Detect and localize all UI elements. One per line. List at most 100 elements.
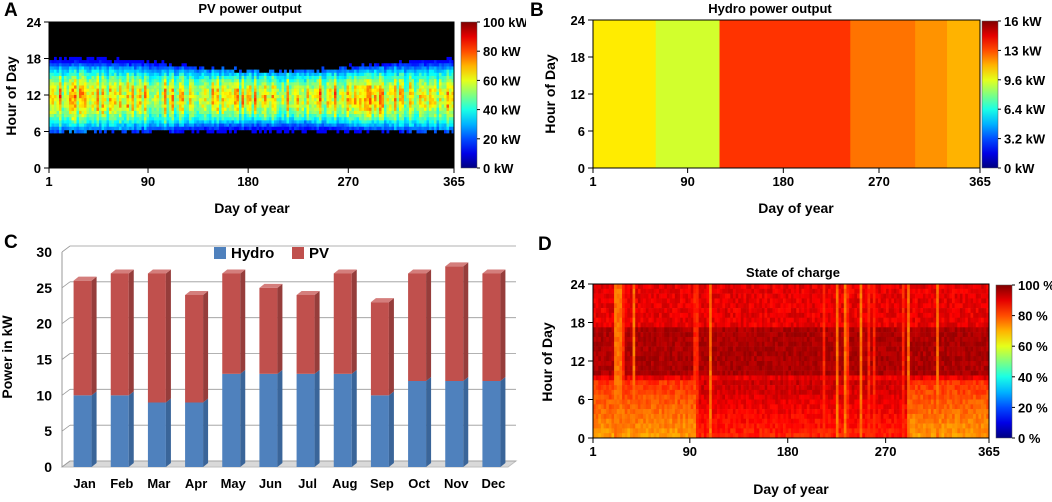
heatmap-cell — [309, 95, 312, 99]
heatmap-cell — [593, 351, 596, 357]
heatmap-cell — [84, 85, 87, 89]
heatmap-cell — [166, 69, 170, 74]
heatmap-cell — [664, 389, 668, 395]
heatmap-cell — [269, 88, 272, 93]
heatmap-cell — [424, 75, 427, 80]
heatmap-cell — [109, 63, 112, 67]
heatmap-cell — [186, 120, 190, 124]
heatmap-cell — [653, 317, 657, 323]
heatmap-cell — [394, 110, 397, 115]
heatmap-cell — [126, 63, 130, 67]
heatmap-cell — [74, 120, 77, 124]
heatmap-cell — [186, 85, 190, 89]
heatmap-cell — [396, 110, 400, 115]
heatmap-cell — [84, 60, 87, 64]
heatmap-cell — [81, 66, 85, 70]
heatmap-cell — [329, 114, 332, 118]
heatmap-cell — [241, 85, 245, 89]
heatmap-cell — [411, 66, 415, 70]
heatmap-cell — [659, 380, 662, 386]
heatmap-cell — [159, 95, 162, 99]
heatmap-cell — [666, 365, 670, 371]
heatmap-cell — [129, 126, 132, 131]
heatmap-cell — [611, 308, 615, 314]
heatmap-cell — [144, 88, 147, 93]
heatmap-cell — [131, 95, 135, 99]
heatmap-cell — [94, 107, 97, 112]
heatmap-cell — [281, 110, 285, 115]
bar-side — [240, 369, 246, 467]
heatmap-cell — [698, 413, 702, 420]
heatmap-cell — [299, 72, 302, 77]
heatmap-cell — [451, 82, 455, 86]
bar-hydro-jan — [73, 395, 92, 467]
heatmap-cell — [151, 126, 155, 131]
heatmap-cell — [690, 428, 694, 434]
heatmap-cell — [279, 88, 282, 93]
heatmap-cell — [154, 85, 157, 89]
heatmap-cell — [376, 75, 380, 80]
heatmap-cell — [356, 95, 360, 99]
heatmap-cell — [374, 85, 377, 89]
heatmap-cell — [339, 82, 342, 86]
heatmap-cell — [640, 341, 644, 347]
heatmap-cell — [364, 75, 367, 80]
heatmap-cell — [89, 72, 92, 77]
heatmap-cell — [264, 114, 267, 118]
heatmap-cell — [101, 63, 105, 67]
heatmap-cell — [598, 288, 602, 294]
heatmap-cell — [419, 104, 422, 108]
heatmap-cell — [56, 66, 60, 70]
heatmap-cell — [74, 75, 77, 80]
heatmap-cell — [698, 327, 702, 333]
heatmap-cell — [677, 423, 681, 429]
heatmap-cell — [706, 284, 710, 290]
heatmap-cell — [134, 75, 137, 80]
heatmap-cell — [151, 104, 155, 108]
heatmap-cell — [616, 385, 620, 391]
heatmap-cell — [659, 341, 662, 347]
heatmap-cell — [156, 66, 160, 70]
heatmap-cell — [331, 117, 335, 121]
heatmap-cell — [269, 104, 272, 108]
heatmap-cell — [141, 101, 145, 105]
heatmap-cell — [661, 399, 665, 405]
heatmap-cell — [219, 107, 222, 112]
heatmap-cell — [236, 126, 240, 131]
heatmap-cell — [146, 95, 150, 99]
heatmap-cell — [384, 123, 387, 128]
heatmap-cell — [606, 327, 610, 333]
heatmap-cell — [396, 123, 400, 128]
heatmap-cell — [336, 126, 340, 131]
heatmap-cell — [206, 101, 210, 105]
heatmap-cell — [371, 85, 375, 89]
heatmap-cell — [79, 129, 82, 134]
heatmap-cell — [139, 126, 142, 131]
heatmap-cell — [191, 91, 195, 96]
heatmap-cell — [632, 385, 636, 391]
heatmap-cell — [119, 120, 122, 124]
heatmap-cell — [664, 399, 668, 405]
heatmap-cell — [637, 288, 641, 294]
heatmap-cell — [698, 409, 702, 415]
heatmap-cell — [379, 75, 382, 80]
heatmap-cell — [334, 85, 337, 89]
heatmap-cell — [144, 123, 147, 128]
heatmap-cell — [226, 117, 230, 121]
heatmap-cell — [643, 293, 647, 299]
heatmap-cell — [593, 303, 596, 309]
heatmap-cell — [134, 117, 137, 121]
heatmap-cell — [176, 75, 180, 80]
heatmap-cell — [289, 123, 292, 128]
heatmap-cell — [316, 104, 320, 108]
heatmap-cell — [284, 95, 287, 99]
heatmap-cell — [376, 95, 380, 99]
heatmap-cell — [389, 75, 392, 80]
heatmap-cell — [653, 341, 657, 347]
heatmap-cell — [637, 284, 641, 290]
heatmap-cell — [139, 110, 142, 115]
heatmap-cell — [593, 399, 596, 405]
heatmap-cell — [640, 356, 644, 362]
heatmap-cell — [279, 126, 282, 131]
heatmap-cell — [666, 423, 670, 429]
